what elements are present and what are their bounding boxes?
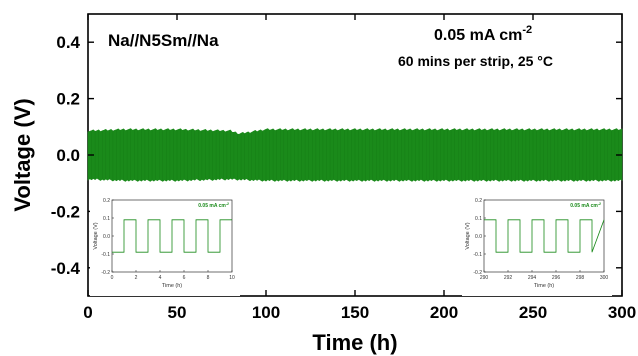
main-x-axis-label: Time (h)	[312, 330, 397, 355]
inset-x-tick-label: 294	[528, 275, 537, 281]
inset-x-axis-label: Time (h)	[162, 283, 182, 289]
inset-y-axis-label: Voltage (V)	[465, 222, 471, 249]
inset-background	[462, 194, 612, 296]
inset-y-tick-label: 0.2	[103, 198, 110, 204]
main-x-tick-label: 50	[168, 303, 187, 322]
main-y-tick-label: 0.4	[56, 33, 80, 52]
inset-current-density-label: 0.05 mA cm-2	[570, 202, 601, 209]
inset-x-tick-label: 296	[552, 275, 561, 281]
inset-x-axis-label: Time (h)	[534, 283, 554, 289]
sample-label: Na//N5Sm//Na	[108, 31, 219, 50]
main-x-tick-label: 100	[252, 303, 280, 322]
main-voltage-series	[87, 128, 623, 182]
inset-x-tick-label: 0	[111, 275, 114, 281]
inset-y-tick-label: 0.0	[103, 234, 110, 240]
inset-x-tick-label: 300	[600, 275, 609, 281]
inset-x-tick-label: 292	[504, 275, 513, 281]
inset-y-tick-label: 0.2	[475, 198, 482, 204]
inset-voltage-series	[484, 219, 605, 253]
inset-voltage-series	[112, 219, 232, 253]
main-x-tick-label: 200	[430, 303, 458, 322]
inset-x-tick-label: 8	[207, 275, 210, 281]
inset-current-density-label: 0.05 mA cm-2	[198, 202, 229, 209]
inset-x-tick-label: 4	[159, 275, 162, 281]
inset-current-density-exponent: -2	[598, 202, 601, 206]
main-x-tick-label: 150	[341, 303, 369, 322]
inset-y-tick-label: 0.0	[475, 234, 482, 240]
inset-x-tick-label: 290	[480, 275, 489, 281]
inset-right-chart: 290 292 294 296 298 300 -0.2 -0.1 0.0 0.1 0.2 Time …	[462, 194, 612, 296]
inset-current-density-base: 0.05 mA cm	[198, 203, 226, 209]
current-density-label: 0.05 mA cm-2	[434, 24, 532, 44]
inset-current-density-exponent: -2	[226, 202, 229, 206]
main-y-tick-label: 0.2	[56, 90, 80, 109]
condition-label: 60 mins per strip, 25 °C	[398, 53, 553, 69]
main-y-tick-label: -0.2	[51, 202, 80, 221]
inset-y-tick-label: -0.1	[473, 252, 482, 258]
main-x-tick-label: 0	[83, 303, 92, 322]
main-y-tick-label: 0.0	[56, 146, 80, 165]
main-x-tick-label: 250	[519, 303, 547, 322]
main-y-tick-label: -0.4	[51, 259, 81, 278]
inset-background	[90, 194, 240, 296]
inset-x-tick-label: 298	[576, 275, 585, 281]
main-y-axis-ticks: -0.4 -0.2 0.0 0.2 0.4	[51, 33, 622, 278]
main-x-axis-ticks: 0 50 100 150 200 250 300	[83, 14, 636, 322]
inset-x-tick-label: 6	[183, 275, 186, 281]
inset-x-tick-label: 10	[229, 275, 235, 281]
inset-y-tick-label: -0.2	[473, 270, 482, 276]
inset-y-axis-label: Voltage (V)	[93, 222, 99, 249]
inset-y-tick-label: -0.1	[101, 252, 110, 258]
main-voltage-band	[87, 128, 623, 182]
main-y-axis-label: Voltage (V)	[10, 98, 35, 211]
current-density-base: 0.05 mA cm	[434, 27, 522, 44]
main-x-tick-label: 300	[608, 303, 636, 322]
inset-x-tick-label: 2	[135, 275, 138, 281]
inset-left-chart: 0 2 4 6 8 10 -0.2 -0.1 0.0 0.1 0.2 Time (h) Voltage …	[90, 194, 240, 296]
inset-y-tick-label: -0.2	[101, 270, 110, 276]
inset-y-tick-label: 0.1	[103, 216, 110, 222]
current-density-exponent: -2	[522, 24, 532, 36]
inset-y-tick-label: 0.1	[475, 216, 482, 222]
inset-current-density-base: 0.05 mA cm	[570, 203, 598, 209]
